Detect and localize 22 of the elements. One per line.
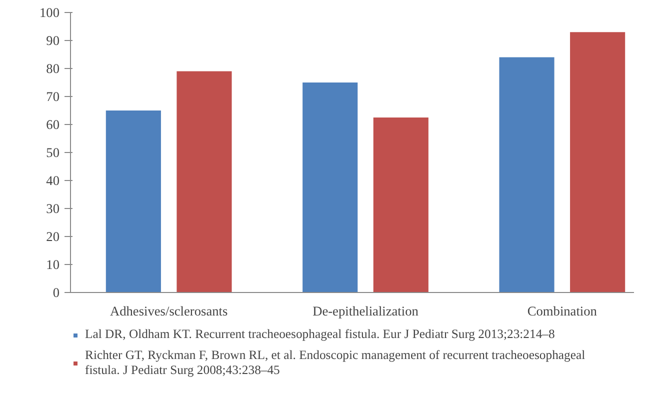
x-tick-label: Adhesives/sclerosants [110, 304, 228, 318]
y-tick-label: 10 [46, 257, 60, 272]
bar [373, 118, 428, 292]
legend-label: Lal DR, Oldham KT. Recurrent tracheoesophageal fistula. Eur J Pediatr Surg 2013;23:214–8 [85, 327, 555, 342]
y-tick-label: 60 [46, 117, 60, 132]
bar [570, 32, 626, 292]
y-tick-label: 70 [46, 89, 60, 104]
x-tick-label: Combination [527, 304, 598, 318]
bar [176, 71, 232, 292]
y-tick-label: 30 [46, 201, 60, 216]
y-tick-label: 50 [46, 145, 60, 160]
legend-label: Richter GT, Ryckman F, Brown RL, et al. Endoscopic management of recurrent tracheoesophageal fistula. J Pediatr Surg 2008;43:238–45 [85, 348, 586, 378]
y-tick-label: 40 [46, 173, 60, 188]
bar [106, 110, 161, 292]
y-tick-label: 20 [46, 229, 60, 244]
y-tick-label: 80 [46, 61, 60, 76]
x-tick-label: De-epithelialization [312, 304, 419, 318]
y-tick-label: 0 [52, 285, 60, 300]
y-tick-label: 90 [46, 33, 60, 48]
y-tick-label: 100 [40, 5, 60, 20]
bar [302, 82, 358, 292]
bar [499, 57, 554, 292]
